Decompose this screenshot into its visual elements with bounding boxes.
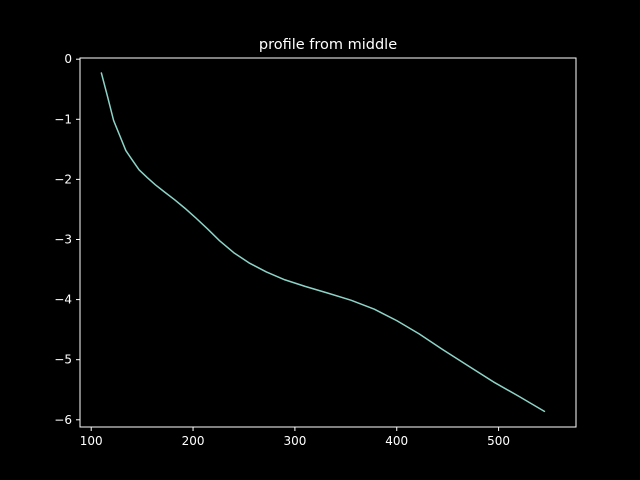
series-line-0 <box>100 72 546 413</box>
chart-title: profile from middle <box>259 37 397 53</box>
y-tick-label: −4 <box>54 293 72 307</box>
x-axis: 100 200 300 400 500 <box>80 427 510 448</box>
y-tick-label: −6 <box>54 413 72 427</box>
x-tick-label: 400 <box>385 434 408 448</box>
y-tick-label: 0 <box>64 52 72 66</box>
x-tick-label: 200 <box>182 434 205 448</box>
y-tick-label: −2 <box>54 172 72 186</box>
x-tick-label: 300 <box>283 434 306 448</box>
plot-area-frame <box>79 57 577 428</box>
y-axis: 0 −1 −2 −3 −4 −5 −6 <box>54 52 80 427</box>
y-tick-label: −3 <box>54 232 72 246</box>
x-tick-label: 500 <box>487 434 510 448</box>
x-tick-label: 100 <box>80 434 103 448</box>
y-tick-label: −1 <box>54 112 72 126</box>
y-tick-label: −5 <box>54 353 72 367</box>
